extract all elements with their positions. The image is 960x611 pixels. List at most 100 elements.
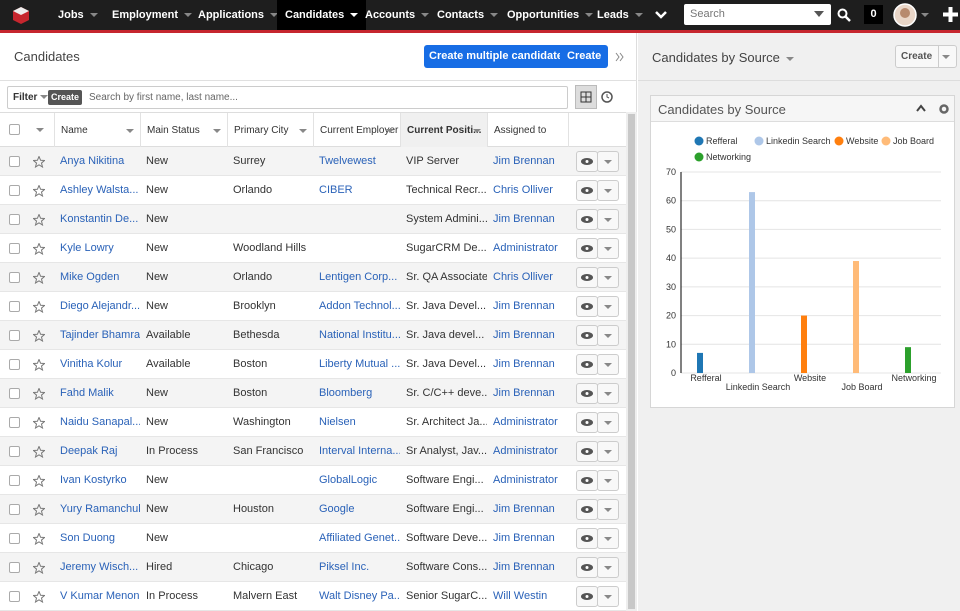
collapse-icon[interactable]: [615, 52, 625, 62]
cell[interactable]: National Institu...: [319, 329, 400, 341]
nav-item[interactable]: Applications: [190, 0, 286, 30]
favorite-star[interactable]: [33, 504, 45, 516]
row-checkbox[interactable]: [9, 388, 20, 399]
preview-button[interactable]: [576, 325, 598, 346]
cell[interactable]: Administrator: [493, 445, 558, 457]
cell[interactable]: Diego Alejandr...: [60, 300, 140, 312]
cell[interactable]: Jim Brennan: [493, 503, 555, 515]
dashlet-controls[interactable]: [916, 103, 950, 115]
cell[interactable]: Vinitha Kolur: [60, 358, 123, 370]
row-checkbox[interactable]: [9, 272, 20, 283]
preview-button[interactable]: [576, 586, 598, 607]
cell[interactable]: Deepak Raj: [60, 445, 118, 457]
row-checkbox[interactable]: [9, 417, 20, 428]
row-actions[interactable]: [597, 238, 619, 259]
favorite-star[interactable]: [33, 475, 45, 487]
create-multiple-button[interactable]: Create multiple candidates: [424, 45, 574, 68]
column-header[interactable]: Assigned to: [487, 113, 568, 148]
cell[interactable]: V Kumar Menon: [60, 590, 140, 602]
cell[interactable]: Google: [319, 503, 355, 515]
row-actions[interactable]: [597, 528, 619, 549]
create-button[interactable]: Create: [560, 45, 609, 68]
quick-create[interactable]: [943, 7, 958, 22]
nav-item[interactable]: Contacts: [429, 0, 506, 30]
select-all[interactable]: [9, 124, 20, 135]
preview-button[interactable]: [576, 267, 598, 288]
row-checkbox[interactable]: [9, 533, 20, 544]
row-actions[interactable]: [597, 383, 619, 404]
preview-button[interactable]: [576, 528, 598, 549]
cell[interactable]: Chris Olliver: [493, 271, 553, 283]
global-search[interactable]: Search: [684, 4, 831, 25]
cell[interactable]: Jim Brennan: [493, 561, 555, 573]
cell[interactable]: Jim Brennan: [493, 329, 555, 341]
view-toggles[interactable]: [575, 85, 619, 109]
row-checkbox[interactable]: [9, 156, 20, 167]
favorite-star[interactable]: [33, 446, 45, 458]
preview-button[interactable]: [576, 238, 598, 259]
cell[interactable]: Jim Brennan: [493, 155, 555, 167]
row-checkbox[interactable]: [9, 301, 20, 312]
column-header[interactable]: Current Employer: [313, 113, 400, 148]
filter-create[interactable]: Create: [48, 90, 83, 105]
cell[interactable]: Piksel Inc.: [319, 561, 370, 573]
column-header[interactable]: Primary City: [227, 113, 313, 148]
favorite-star[interactable]: [33, 359, 45, 371]
cell[interactable]: Fahd Malik: [60, 387, 114, 399]
scrollbar[interactable]: [626, 112, 637, 611]
preview-button[interactable]: [576, 557, 598, 578]
cell[interactable]: Jim Brennan: [493, 532, 555, 544]
nav-item[interactable]: Candidates: [277, 0, 367, 30]
row-actions[interactable]: [597, 180, 619, 201]
nav-item[interactable]: Leads: [589, 0, 651, 30]
cell[interactable]: Yury Ramanchuk: [60, 503, 140, 515]
cell[interactable]: Jim Brennan: [493, 387, 555, 399]
cell[interactable]: GlobalLogic: [319, 474, 378, 486]
row-checkbox[interactable]: [9, 591, 20, 602]
row-checkbox[interactable]: [9, 214, 20, 225]
preview-button[interactable]: [576, 412, 598, 433]
preview-button[interactable]: [576, 354, 598, 375]
filter-search[interactable]: Search by first name, last name...: [89, 92, 238, 103]
cell[interactable]: Kyle Lowry: [60, 242, 114, 254]
row-actions[interactable]: [597, 325, 619, 346]
cell[interactable]: Walt Disney Pa...: [319, 590, 400, 602]
row-actions[interactable]: [597, 267, 619, 288]
row-actions[interactable]: [597, 470, 619, 491]
cell[interactable]: Twelvewest: [319, 155, 376, 167]
search-icon[interactable]: [837, 8, 851, 22]
row-actions[interactable]: [597, 441, 619, 462]
cell[interactable]: Jim Brennan: [493, 358, 555, 370]
cell[interactable]: Ivan Kostyrko: [60, 474, 127, 486]
cell[interactable]: Anya Nikitina: [60, 155, 125, 167]
cell[interactable]: Bloomberg: [319, 387, 373, 399]
dashboard-create[interactable]: Create: [895, 45, 957, 68]
cell[interactable]: Interval Interna...: [319, 445, 400, 457]
favorite-star[interactable]: [33, 214, 45, 226]
row-actions[interactable]: [597, 354, 619, 375]
cell[interactable]: Jim Brennan: [493, 213, 555, 225]
nav-item[interactable]: Employment: [104, 0, 200, 30]
cell[interactable]: Naidu Sanapal...: [60, 416, 140, 428]
preview-button[interactable]: [576, 441, 598, 462]
column-header[interactable]: Name: [54, 113, 140, 148]
favorite-star[interactable]: [33, 185, 45, 197]
cell[interactable]: Ashley Walsta...: [60, 184, 139, 196]
cell[interactable]: Liberty Mutual ...: [319, 358, 400, 370]
cell[interactable]: Konstantin De...: [60, 213, 139, 225]
preview-button[interactable]: [576, 470, 598, 491]
notifications[interactable]: 0: [864, 5, 883, 24]
cell[interactable]: Jim Brennan: [493, 300, 555, 312]
favorite-star[interactable]: [33, 417, 45, 429]
cell[interactable]: Son Duong: [60, 532, 116, 544]
cell[interactable]: Nielsen: [319, 416, 356, 428]
preview-button[interactable]: [576, 209, 598, 230]
more-icon[interactable]: [655, 9, 667, 21]
row-actions[interactable]: [597, 151, 619, 172]
cell[interactable]: Administrator: [493, 242, 558, 254]
favorite-star[interactable]: [33, 243, 45, 255]
row-actions[interactable]: [597, 412, 619, 433]
row-checkbox[interactable]: [9, 504, 20, 515]
cell[interactable]: Lentigen Corp...: [319, 271, 398, 283]
favorite-star[interactable]: [33, 156, 45, 168]
